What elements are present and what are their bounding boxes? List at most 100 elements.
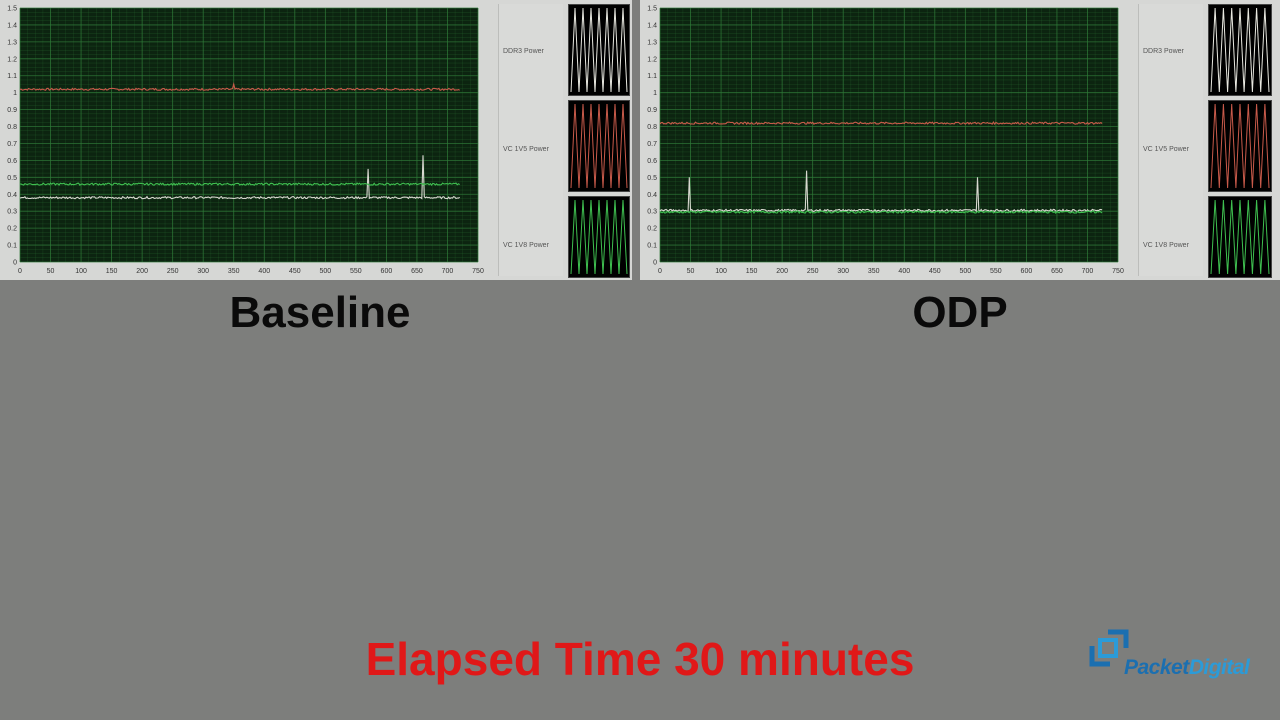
y-tick-label: 0.2 <box>7 226 17 233</box>
x-tick-label: 300 <box>197 268 209 275</box>
y-tick-label: 0.1 <box>647 243 657 250</box>
swatch-wave <box>570 7 628 93</box>
y-tick-label: 1.2 <box>647 56 657 63</box>
y-tick-label: 1.5 <box>7 6 17 13</box>
y-tick-label: 1 <box>13 90 17 97</box>
x-tick-label: 0 <box>18 268 22 275</box>
x-tick-label: 300 <box>837 268 849 275</box>
legend-vc1v8-swatch <box>1208 196 1272 278</box>
elapsed-time-text: Elapsed Time 30 minutes <box>365 633 915 685</box>
y-tick-label: 0.3 <box>647 209 657 216</box>
x-tick-label: 350 <box>868 268 880 275</box>
packet-digital-logo: PacketDigital <box>1088 628 1272 686</box>
series-ddr3-line <box>19 82 460 92</box>
y-tick-label: 1.5 <box>647 6 657 13</box>
y-tick-label: 1.3 <box>647 39 657 46</box>
x-tick-label: 350 <box>228 268 240 275</box>
baseline-chart: 0 0.1 0.2 0.3 0.4 0.5 0.6 0.7 0.8 0.9 1 1.1 1.2 1.3 1.… <box>7 6 484 276</box>
series-vc1v8-line <box>659 210 1103 215</box>
x-tick-label: 400 <box>898 268 910 275</box>
series-vc1v5-line <box>19 155 460 200</box>
legend-vc1v8-swatch <box>568 196 630 278</box>
x-tick-label: 50 <box>687 268 695 275</box>
x-tick-label: 500 <box>319 268 331 275</box>
legend-vc1v5-label: VC 1V5 Power <box>503 146 549 153</box>
y-tick-label: 1.2 <box>7 56 17 63</box>
x-tick-label: 650 <box>411 268 423 275</box>
series-ddr3-line <box>659 121 1103 126</box>
y-tick-label: 0.5 <box>647 175 657 182</box>
legend-ddr3-swatch <box>1208 4 1272 96</box>
legend-ddr3-swatch <box>568 4 630 96</box>
legend-vc1v5-swatch <box>568 100 630 192</box>
y-tick-label: 0.2 <box>647 226 657 233</box>
baseline-caption: Baseline <box>229 288 411 337</box>
baseline-panel: 0 0.1 0.2 0.3 0.4 0.5 0.6 0.7 0.8 0.9 1 1.1 1.2 1.3 1.… <box>0 0 632 280</box>
logo-word-packet: Packet <box>1124 656 1189 679</box>
legend-vc1v5-label: VC 1V5 Power <box>1143 146 1189 153</box>
x-tick-label: 150 <box>106 268 118 275</box>
x-tick-label: 400 <box>258 268 270 275</box>
y-tick-label: 0.6 <box>647 158 657 165</box>
grid <box>659 7 1119 263</box>
y-tick-label: 0.4 <box>647 192 657 199</box>
logo-wordmark: PacketDigital <box>1124 656 1250 680</box>
legend-vc1v8-label: VC 1V8 Power <box>1143 242 1189 249</box>
y-tick-label: 1.4 <box>7 22 17 29</box>
y-tick-label: 1.4 <box>647 22 657 29</box>
x-tick-label: 700 <box>442 268 454 275</box>
y-tick-label: 0 <box>653 260 657 267</box>
x-tick-label: 450 <box>289 268 301 275</box>
odp-panel: 0 0.1 0.2 0.3 0.4 0.5 0.6 0.7 0.8 0.9 1 1.1 1.2 1.3 1.… <box>640 0 1280 280</box>
x-tick-label: 550 <box>350 268 362 275</box>
swatch-wave <box>1210 103 1270 189</box>
packet-digital-logo-icon <box>1089 629 1129 667</box>
x-tick-label: 150 <box>746 268 758 275</box>
x-tick-label: 450 <box>929 268 941 275</box>
x-tick-label: 200 <box>136 268 148 275</box>
y-tick-label: 0.3 <box>7 209 17 216</box>
logo-word-digital: Digital <box>1188 656 1250 679</box>
series-vc1v5-line <box>659 170 1103 213</box>
x-tick-label: 250 <box>167 268 179 275</box>
y-tick-label: 1.1 <box>647 73 657 80</box>
y-tick-label: 1.3 <box>7 39 17 46</box>
legend-ddr3-label: DDR3 Power <box>503 48 544 55</box>
x-tick-label: 200 <box>776 268 788 275</box>
y-tick-label: 1 <box>653 90 657 97</box>
y-tick-label: 1.1 <box>7 73 17 80</box>
series-vc1v8-line <box>19 182 461 186</box>
y-tick-label: 0.9 <box>7 107 17 114</box>
swatch-wave <box>570 199 628 275</box>
x-tick-label: 100 <box>75 268 87 275</box>
swatch-wave <box>570 103 628 189</box>
odp-legend: DDR3 Power VC 1V5 Power VC 1V8 Power <box>1138 4 1203 276</box>
x-tick-label: 250 <box>807 268 819 275</box>
x-tick-label: 750 <box>1112 268 1124 275</box>
y-tick-label: 0.8 <box>647 124 657 131</box>
x-tick-label: 650 <box>1051 268 1063 275</box>
grid <box>19 7 479 263</box>
y-tick-label: 0.7 <box>7 141 17 148</box>
x-tick-label: 550 <box>990 268 1002 275</box>
y-tick-label: 0.8 <box>7 124 17 131</box>
x-tick-label: 500 <box>959 268 971 275</box>
x-tick-label: 0 <box>658 268 662 275</box>
y-tick-label: 0.1 <box>7 243 17 250</box>
swatch-wave <box>1210 7 1270 93</box>
legend-vc1v8-label: VC 1V8 Power <box>503 242 549 249</box>
odp-caption: ODP <box>912 288 1008 337</box>
x-tick-label: 100 <box>715 268 727 275</box>
x-tick-label: 50 <box>47 268 55 275</box>
y-tick-label: 0.9 <box>647 107 657 114</box>
baseline-legend: DDR3 Power VC 1V5 Power VC 1V8 Power <box>498 4 563 276</box>
y-tick-label: 0.5 <box>7 175 17 182</box>
x-tick-label: 750 <box>472 268 484 275</box>
y-tick-label: 0.6 <box>7 158 17 165</box>
x-tick-label: 600 <box>1021 268 1033 275</box>
x-tick-label: 700 <box>1082 268 1094 275</box>
swatch-wave <box>1210 199 1270 275</box>
y-tick-label: 0.7 <box>647 141 657 148</box>
legend-ddr3-label: DDR3 Power <box>1143 48 1184 55</box>
y-tick-label: 0.4 <box>7 192 17 199</box>
